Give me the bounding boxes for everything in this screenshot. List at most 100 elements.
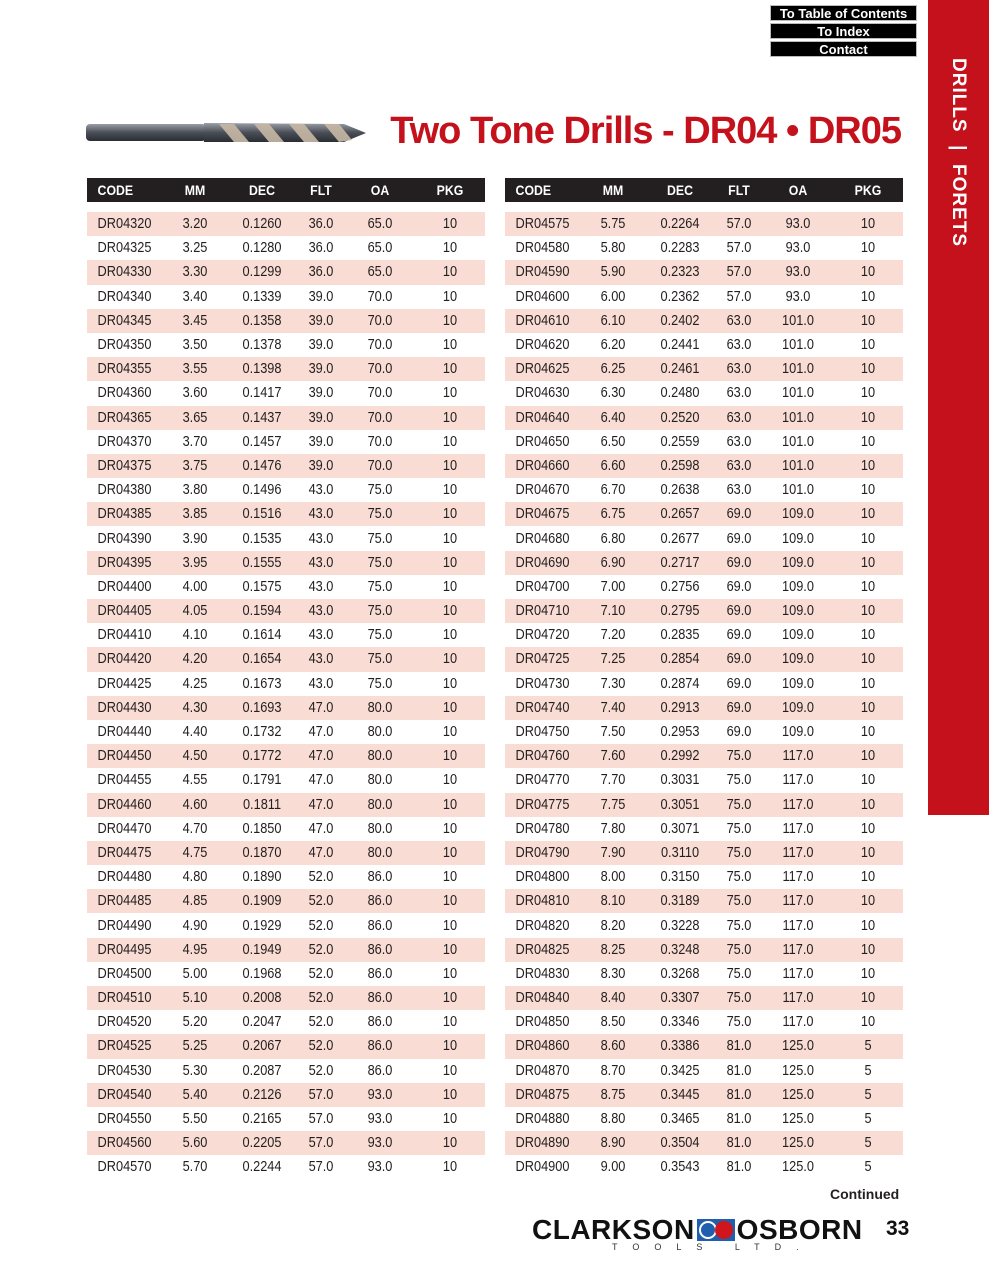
cell-oa: 86.0 [367, 1014, 393, 1031]
cell-code: DR04800 [515, 869, 570, 886]
cell-pkg: 10 [442, 554, 458, 571]
cell-dec: 0.2323 [660, 264, 700, 281]
cell-flt: 69.0 [726, 603, 752, 620]
cell-pkg: 10 [442, 530, 458, 547]
cell-pkg: 10 [860, 869, 876, 886]
cell-oa: 65.0 [367, 240, 393, 257]
table-of-contents-link[interactable]: To Table of Contents [770, 5, 917, 21]
cell-flt: 57.0 [726, 288, 752, 305]
contact-link[interactable]: Contact [770, 41, 917, 57]
table-row: DR04510 5.10 0.2008 52.0 86.0 10 [87, 986, 485, 1011]
cell-pkg: 10 [860, 627, 876, 644]
cell-dec: 0.2067 [242, 1038, 282, 1055]
table-row: DR04830 8.30 0.3268 75.0 117.0 10 [505, 962, 903, 986]
cell-oa: 86.0 [367, 965, 393, 982]
cell-dec: 0.3346 [660, 1014, 700, 1031]
cell-dec: 0.2638 [660, 482, 700, 499]
cell-flt: 39.0 [308, 457, 334, 474]
cell-code: DR04890 [515, 1135, 570, 1152]
cell-code: DR04820 [515, 917, 570, 934]
cell-dec: 0.2992 [660, 748, 700, 765]
logo-text-right: OSBORN [736, 1214, 863, 1245]
index-link[interactable]: To Index [770, 23, 917, 39]
cell-dec: 0.2559 [660, 433, 700, 450]
continued-note: Continued [830, 1186, 900, 1202]
section-tab: DRILLS | FORETS [928, 0, 989, 815]
cell-mm: 5.20 [182, 1014, 208, 1031]
cell-dec: 0.1496 [242, 482, 282, 499]
cell-code: DR04625 [515, 361, 570, 378]
column-header-oa: OA [370, 182, 390, 198]
cell-mm: 6.40 [600, 409, 626, 426]
cell-code: DR04455 [97, 772, 152, 789]
table-row: DR04345 3.45 0.1358 39.0 70.0 10 [87, 308, 485, 333]
table-row: DR04570 5.70 0.2244 57.0 93.0 10 [87, 1155, 485, 1179]
cell-oa: 80.0 [367, 772, 393, 789]
table-row: DR04500 5.00 0.1968 52.0 86.0 10 [87, 962, 485, 986]
cell-code: DR04460 [97, 796, 152, 813]
table-row: DR04460 4.60 0.1811 47.0 80.0 10 [87, 792, 485, 817]
cell-mm: 7.70 [600, 772, 626, 789]
cell-pkg: 10 [442, 1159, 458, 1176]
cell-code: DR04690 [515, 554, 570, 571]
cell-oa: 70.0 [367, 457, 393, 474]
cell-dec: 0.1811 [242, 796, 282, 813]
table-row: DR04325 3.25 0.1280 36.0 65.0 10 [87, 236, 485, 260]
cell-pkg: 5 [864, 1038, 872, 1055]
cell-oa: 70.0 [367, 361, 393, 378]
cell-dec: 0.3189 [660, 893, 700, 910]
cell-oa: 86.0 [367, 869, 393, 886]
table-row: DR04400 4.00 0.1575 43.0 75.0 10 [87, 575, 485, 599]
cell-code: DR04530 [97, 1062, 152, 1079]
cell-oa: 101.0 [782, 433, 814, 450]
cell-oa: 93.0 [367, 1111, 393, 1128]
cell-pkg: 10 [442, 216, 458, 233]
cell-pkg: 10 [860, 530, 876, 547]
cell-pkg: 10 [442, 409, 458, 426]
cell-mm: 4.20 [182, 651, 208, 668]
table-row: DR04560 5.60 0.2205 57.0 93.0 10 [87, 1131, 485, 1156]
cell-flt: 52.0 [308, 965, 334, 982]
cell-flt: 81.0 [726, 1159, 752, 1176]
cell-oa: 101.0 [782, 385, 814, 402]
cell-dec: 0.3031 [660, 772, 700, 789]
cell-pkg: 10 [860, 748, 876, 765]
cell-mm: 7.90 [600, 844, 626, 861]
cell-dec: 0.1594 [242, 603, 282, 620]
cell-flt: 69.0 [726, 724, 752, 741]
cell-pkg: 10 [860, 457, 876, 474]
cell-pkg: 5 [864, 1111, 872, 1128]
cell-oa: 117.0 [782, 1014, 814, 1031]
cell-code: DR04370 [97, 433, 152, 450]
cell-code: DR04410 [97, 627, 152, 644]
cell-oa: 80.0 [367, 699, 393, 716]
cell-oa: 109.0 [782, 506, 814, 523]
cell-pkg: 10 [442, 941, 458, 958]
cell-pkg: 10 [442, 917, 458, 934]
cell-mm: 6.75 [600, 506, 626, 523]
company-logo: CLARKSON OSBORN TOOLS LTD. [532, 1214, 863, 1252]
cell-pkg: 10 [860, 337, 876, 354]
cell-dec: 0.3307 [660, 990, 700, 1007]
cell-flt: 52.0 [308, 893, 334, 910]
cell-dec: 0.1772 [242, 748, 282, 765]
cell-dec: 0.1575 [242, 578, 282, 595]
cell-pkg: 10 [860, 772, 876, 789]
cell-code: DR04345 [97, 312, 152, 329]
cell-pkg: 10 [860, 651, 876, 668]
table-row: DR04690 6.90 0.2717 69.0 109.0 10 [505, 550, 903, 575]
cell-oa: 117.0 [782, 748, 814, 765]
cell-pkg: 5 [864, 1086, 872, 1103]
cell-code: DR04875 [515, 1086, 570, 1103]
cell-dec: 0.2087 [242, 1062, 282, 1079]
cell-flt: 69.0 [726, 675, 752, 692]
cell-flt: 43.0 [308, 651, 334, 668]
cell-oa: 80.0 [367, 796, 393, 813]
table-row: DR04520 5.20 0.2047 52.0 86.0 10 [87, 1010, 485, 1034]
cell-code: DR04600 [515, 288, 570, 305]
cell-flt: 63.0 [726, 312, 752, 329]
cell-pkg: 10 [442, 1062, 458, 1079]
cell-dec: 0.1949 [242, 941, 282, 958]
cell-flt: 52.0 [308, 1062, 334, 1079]
